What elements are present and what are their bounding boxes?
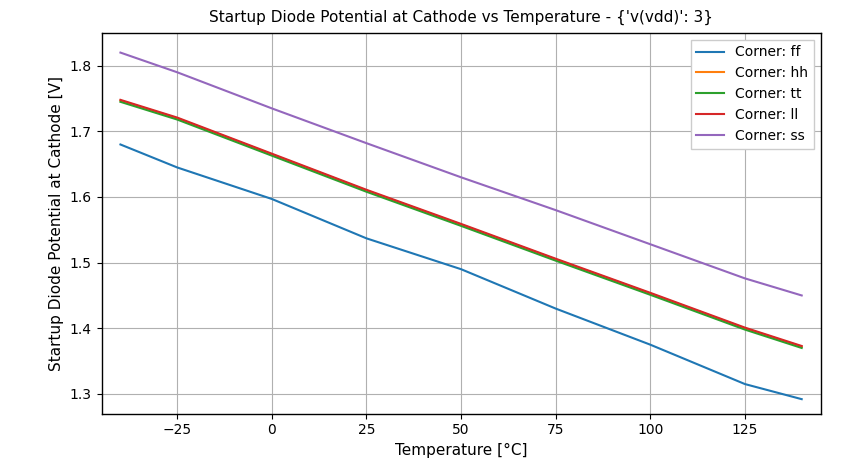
Corner: ff: (-40, 1.68): ff: (-40, 1.68) — [115, 141, 125, 147]
Line: Corner: ss: Corner: ss — [120, 53, 802, 296]
Corner: tt: (140, 1.37): tt: (140, 1.37) — [797, 345, 807, 351]
Corner: tt: (75, 1.5): tt: (75, 1.5) — [551, 258, 561, 264]
Corner: ff: (-25, 1.65): ff: (-25, 1.65) — [172, 164, 182, 170]
Corner: hh: (140, 1.37): hh: (140, 1.37) — [797, 344, 807, 350]
Corner: ll: (100, 1.45): ll: (100, 1.45) — [645, 290, 656, 296]
Corner: ff: (25, 1.54): ff: (25, 1.54) — [361, 235, 371, 241]
Corner: hh: (50, 1.56): hh: (50, 1.56) — [456, 222, 466, 227]
X-axis label: Temperature [°C]: Temperature [°C] — [395, 443, 527, 458]
Corner: ff: (50, 1.49): ff: (50, 1.49) — [456, 266, 466, 272]
Corner: ss: (50, 1.63): ss: (50, 1.63) — [456, 174, 466, 180]
Corner: ss: (-25, 1.79): ss: (-25, 1.79) — [172, 70, 182, 75]
Corner: ss: (25, 1.68): ss: (25, 1.68) — [361, 141, 371, 146]
Corner: tt: (50, 1.56): tt: (50, 1.56) — [456, 223, 466, 229]
Corner: tt: (100, 1.45): tt: (100, 1.45) — [645, 292, 656, 298]
Corner: hh: (25, 1.61): hh: (25, 1.61) — [361, 188, 371, 193]
Corner: hh: (-25, 1.72): hh: (-25, 1.72) — [172, 116, 182, 121]
Corner: ll: (0, 1.67): ll: (0, 1.67) — [266, 151, 277, 157]
Corner: ss: (125, 1.48): ss: (125, 1.48) — [740, 275, 750, 281]
Corner: ll: (50, 1.56): ll: (50, 1.56) — [456, 221, 466, 227]
Corner: ff: (0, 1.6): ff: (0, 1.6) — [266, 196, 277, 202]
Corner: ss: (-40, 1.82): ss: (-40, 1.82) — [115, 50, 125, 55]
Y-axis label: Startup Diode Potential at Cathode [V]: Startup Diode Potential at Cathode [V] — [49, 76, 64, 371]
Corner: ll: (-25, 1.72): ll: (-25, 1.72) — [172, 115, 182, 120]
Corner: hh: (-40, 1.75): hh: (-40, 1.75) — [115, 98, 125, 103]
Corner: ss: (75, 1.58): ss: (75, 1.58) — [551, 207, 561, 213]
Corner: ff: (75, 1.43): ff: (75, 1.43) — [551, 306, 561, 312]
Corner: ss: (0, 1.74): ss: (0, 1.74) — [266, 106, 277, 111]
Title: Startup Diode Potential at Cathode vs Temperature - {'v(vdd)': 3}: Startup Diode Potential at Cathode vs Te… — [209, 10, 713, 25]
Corner: tt: (-25, 1.72): tt: (-25, 1.72) — [172, 117, 182, 122]
Corner: ss: (100, 1.53): ss: (100, 1.53) — [645, 242, 656, 247]
Corner: ll: (140, 1.37): ll: (140, 1.37) — [797, 343, 807, 349]
Corner: ll: (75, 1.51): ll: (75, 1.51) — [551, 256, 561, 261]
Line: Corner: ff: Corner: ff — [120, 144, 802, 399]
Legend: Corner: ff, Corner: hh, Corner: tt, Corner: ll, Corner: ss: Corner: ff, Corner: hh, Corner: tt, Corn… — [690, 40, 814, 149]
Corner: tt: (25, 1.61): tt: (25, 1.61) — [361, 189, 371, 195]
Corner: ss: (140, 1.45): ss: (140, 1.45) — [797, 293, 807, 298]
Corner: hh: (0, 1.67): hh: (0, 1.67) — [266, 151, 277, 157]
Corner: tt: (-40, 1.75): tt: (-40, 1.75) — [115, 99, 125, 105]
Corner: tt: (0, 1.66): tt: (0, 1.66) — [266, 153, 277, 158]
Corner: ff: (140, 1.29): ff: (140, 1.29) — [797, 396, 807, 402]
Line: Corner: ll: Corner: ll — [120, 100, 802, 346]
Corner: ff: (100, 1.38): ff: (100, 1.38) — [645, 342, 656, 347]
Corner: hh: (125, 1.4): hh: (125, 1.4) — [740, 325, 750, 331]
Corner: ll: (25, 1.61): ll: (25, 1.61) — [361, 187, 371, 193]
Corner: hh: (100, 1.45): hh: (100, 1.45) — [645, 290, 656, 296]
Line: Corner: tt: Corner: tt — [120, 102, 802, 348]
Corner: ll: (-40, 1.75): ll: (-40, 1.75) — [115, 97, 125, 102]
Corner: ff: (125, 1.31): ff: (125, 1.31) — [740, 381, 750, 387]
Corner: ll: (125, 1.4): ll: (125, 1.4) — [740, 325, 750, 330]
Line: Corner: hh: Corner: hh — [120, 101, 802, 347]
Corner: tt: (125, 1.4): tt: (125, 1.4) — [740, 327, 750, 332]
Corner: hh: (75, 1.5): hh: (75, 1.5) — [551, 257, 561, 262]
